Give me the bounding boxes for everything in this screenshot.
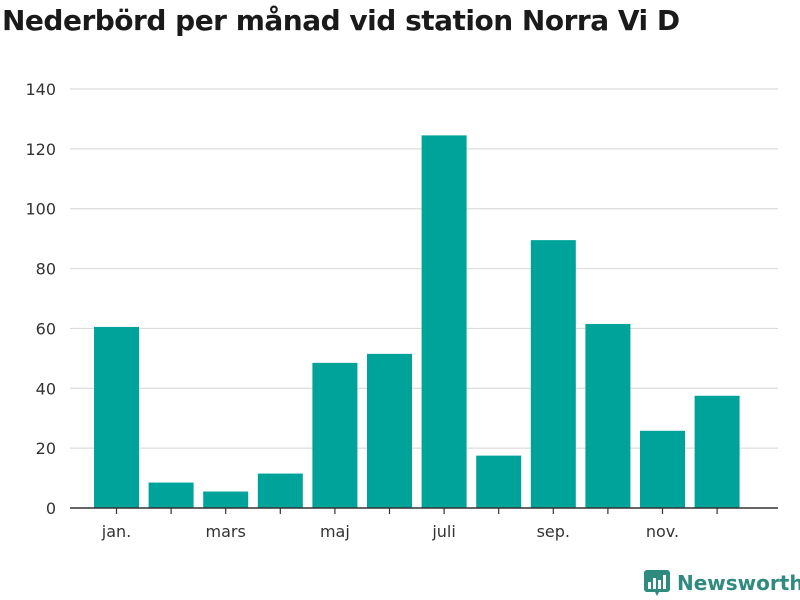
y-tick-label: 120 — [25, 140, 56, 159]
x-tick-label: mars — [206, 522, 246, 541]
bar-11 — [640, 430, 685, 508]
bar-10 — [585, 323, 631, 508]
y-axis-ticks: 0 20 40 60 80 100 120 140 — [25, 80, 56, 518]
bar-7 — [421, 135, 467, 508]
bar-2 — [148, 482, 194, 508]
y-tick-label: 100 — [25, 200, 56, 219]
newsworthy-logo-icon — [644, 570, 670, 596]
brand-name: Newsworthy — [677, 571, 800, 595]
y-tick-label: 0 — [46, 499, 56, 518]
y-tick-label: 80 — [36, 260, 56, 279]
bar-5 — [312, 362, 358, 508]
bar-9 — [530, 240, 576, 508]
y-tick-label: 60 — [36, 319, 56, 338]
bar-4 — [257, 473, 303, 508]
x-tick-label: nov. — [646, 522, 679, 541]
bar-8 — [476, 455, 522, 508]
y-tick-label: 40 — [36, 379, 56, 398]
bar-6 — [367, 353, 412, 508]
bar-12 — [694, 395, 740, 508]
x-tick-label: sep. — [537, 522, 570, 541]
y-tick-label: 20 — [36, 439, 56, 458]
bar-3 — [203, 491, 249, 508]
x-axis-ticks: jan. mars maj juli sep. nov. — [101, 508, 718, 541]
x-tick-label: juli — [431, 522, 455, 541]
bar-1 — [94, 326, 139, 508]
x-tick-label: jan. — [101, 522, 131, 541]
bars — [94, 135, 740, 508]
x-tick-label: maj — [320, 522, 350, 541]
y-tick-label: 140 — [25, 80, 56, 99]
brand-logo: Newsworthy — [644, 570, 800, 596]
chart-title: Nederbörd per månad vid station Norra Vi… — [2, 4, 680, 37]
